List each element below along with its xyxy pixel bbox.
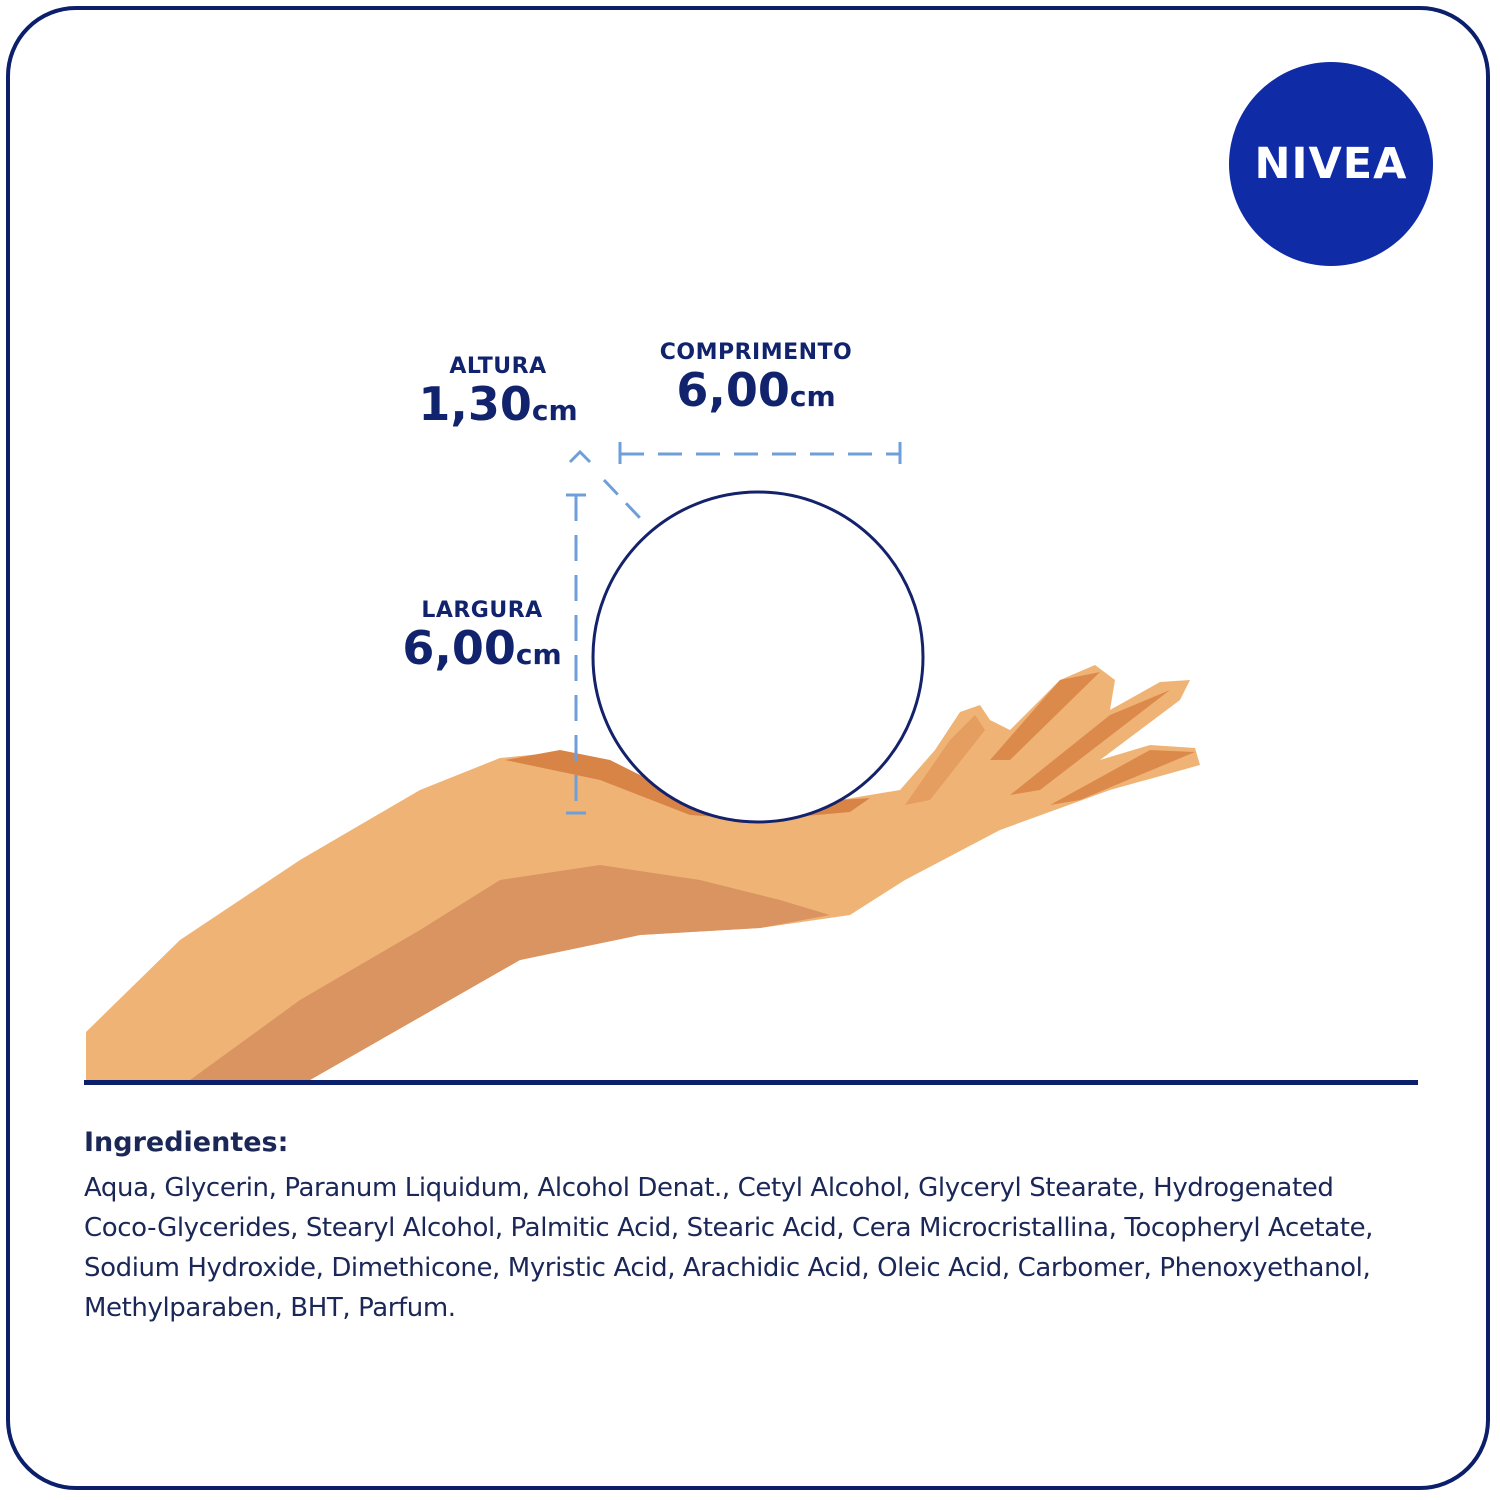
largura-label: LARGURA: [421, 598, 543, 623]
height-tick: [568, 449, 592, 464]
finger-shadow-3: [1050, 750, 1195, 805]
altura-value: 1,30: [418, 377, 532, 431]
arm-shadow: [190, 865, 830, 1080]
ingredients-text: Aqua, Glycerin, Paranum Liquidum, Alcoho…: [84, 1173, 1374, 1323]
largura-unit: cm: [515, 638, 562, 671]
dimension-lines: [566, 442, 902, 815]
comprimento-unit: cm: [789, 380, 836, 413]
card-frame: [6, 6, 1490, 1490]
logo-text: NIVEA: [1254, 139, 1408, 189]
finger-shadow-2: [1010, 690, 1170, 795]
ingredients-title: Ingredientes:: [84, 1127, 289, 1158]
hand-illustration: [86, 442, 1200, 1080]
comprimento-dimension: COMPRIMENTO 6,00cm: [640, 340, 872, 416]
altura-label: ALTURA: [449, 354, 547, 379]
comprimento-label: COMPRIMENTO: [659, 340, 853, 365]
altura-dimension: ALTURA 1,30cm: [412, 354, 584, 430]
section-divider: [84, 1080, 1418, 1085]
largura-dimension: LARGURA 6,00cm: [396, 598, 568, 674]
finger-shadow-1: [990, 672, 1100, 760]
height-dash: [602, 478, 642, 520]
palm-shadow: [505, 750, 870, 820]
largura-value: 6,00: [402, 621, 516, 675]
product-circle: [591, 490, 925, 824]
thumb-shadow: [905, 715, 985, 805]
comprimento-value: 6,00: [676, 363, 790, 417]
altura-unit: cm: [531, 394, 578, 427]
nivea-logo: NIVEA: [1229, 62, 1433, 266]
